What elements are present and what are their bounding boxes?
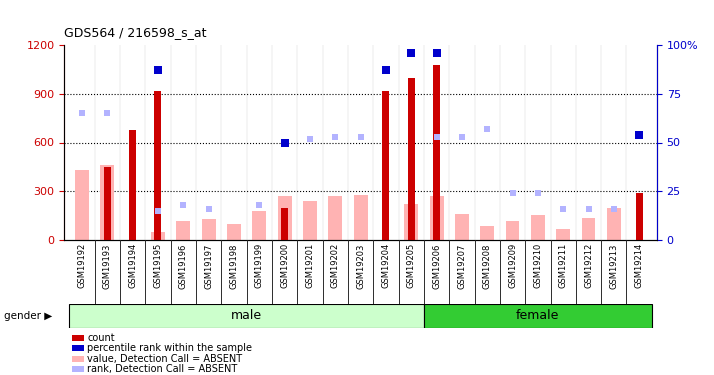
Bar [430, 196, 443, 240]
Bar [252, 211, 266, 240]
Bar [278, 196, 291, 240]
Text: GSM19196: GSM19196 [178, 243, 188, 289]
Text: gender ▶: gender ▶ [4, 311, 52, 321]
Text: percentile rank within the sample: percentile rank within the sample [87, 344, 252, 353]
Bar [303, 201, 317, 240]
Bar [506, 221, 520, 240]
Bar [201, 219, 216, 240]
Bar [69, 304, 424, 328]
Text: count: count [87, 333, 115, 343]
Bar [129, 129, 136, 240]
Text: GSM19208: GSM19208 [483, 243, 492, 289]
Text: GSM19212: GSM19212 [584, 243, 593, 288]
Bar [328, 196, 342, 240]
Bar [281, 207, 288, 240]
Text: GSM19211: GSM19211 [558, 243, 568, 288]
Text: GSM19209: GSM19209 [508, 243, 517, 288]
Text: GSM19210: GSM19210 [533, 243, 543, 288]
Text: male: male [231, 309, 262, 322]
Text: GSM19198: GSM19198 [229, 243, 238, 289]
Bar [481, 226, 494, 240]
Bar [433, 64, 440, 240]
Bar [531, 215, 545, 240]
Text: GSM19195: GSM19195 [154, 243, 163, 288]
Bar [154, 90, 161, 240]
Text: GSM19204: GSM19204 [381, 243, 391, 288]
Bar [227, 224, 241, 240]
Text: GSM19214: GSM19214 [635, 243, 643, 288]
Bar [424, 304, 652, 328]
Bar [404, 204, 418, 240]
Bar [75, 170, 89, 240]
Text: GSM19200: GSM19200 [280, 243, 289, 288]
Bar [353, 195, 368, 240]
Bar [383, 90, 389, 240]
Text: value, Detection Call = ABSENT: value, Detection Call = ABSENT [87, 354, 242, 364]
Bar [455, 214, 469, 240]
Text: GSM19194: GSM19194 [128, 243, 137, 288]
Bar [635, 193, 643, 240]
Text: GSM19197: GSM19197 [204, 243, 213, 289]
Text: GSM19199: GSM19199 [255, 243, 263, 288]
Text: female: female [516, 309, 560, 322]
Bar [581, 218, 595, 240]
Text: GDS564 / 216598_s_at: GDS564 / 216598_s_at [64, 26, 207, 39]
Bar [408, 78, 415, 240]
Bar [176, 220, 190, 240]
Text: GSM19206: GSM19206 [432, 243, 441, 289]
Text: GSM19203: GSM19203 [356, 243, 365, 289]
Text: GSM19205: GSM19205 [407, 243, 416, 288]
Bar [101, 165, 114, 240]
Text: GSM19202: GSM19202 [331, 243, 340, 288]
Text: GSM19192: GSM19192 [78, 243, 86, 288]
Bar [607, 207, 620, 240]
Text: GSM19193: GSM19193 [103, 243, 112, 289]
Text: GSM19201: GSM19201 [306, 243, 314, 288]
Bar [104, 167, 111, 240]
Text: GSM19207: GSM19207 [458, 243, 466, 289]
Text: rank, Detection Call = ABSENT: rank, Detection Call = ABSENT [87, 364, 237, 374]
Bar [556, 229, 570, 240]
Text: GSM19213: GSM19213 [609, 243, 618, 289]
Bar [151, 232, 165, 240]
